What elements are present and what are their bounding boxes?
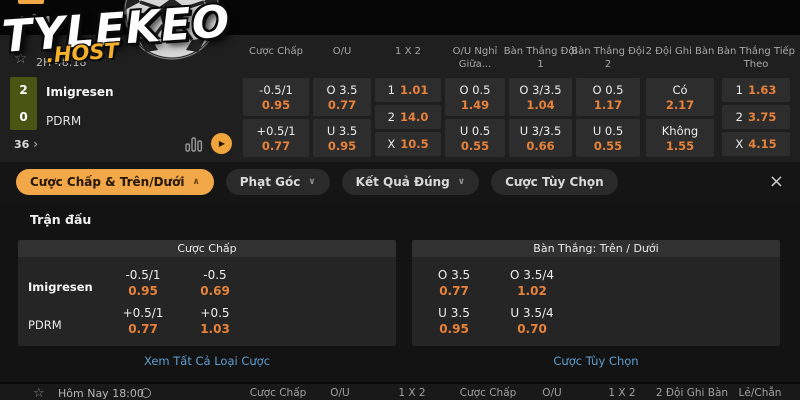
odds-cell[interactable]: 1 1.63	[722, 78, 790, 102]
odds-cell[interactable]: 1 1.01	[375, 78, 441, 102]
odds-cell[interactable]: 2 14.0	[375, 105, 441, 129]
column-header: 2 Đội Ghi Bàn	[655, 387, 729, 399]
market-header: Bàn Thắng Đội 2	[571, 46, 645, 70]
away-score: 0	[19, 109, 28, 124]
odds-cell[interactable]: O 0.5 1.17	[576, 78, 640, 116]
market-header: Bàn Thắng Tiếp Theo	[716, 46, 796, 70]
market-column-team1-goals: Bàn Thắng Đội 1 O 3/3.5 1.04 U 3/3.5 0.66	[504, 35, 577, 162]
odds-cell[interactable]: U 0.5 0.55	[576, 119, 640, 157]
odds-cell[interactable]: Không 1.55	[646, 119, 714, 157]
panel-team-home: Imigresen	[28, 280, 93, 294]
odds-cell[interactable]: +0.5/1 0.77	[243, 119, 309, 157]
market-column-team2-goals: Bàn Thắng Đội 2 O 0.5 1.17 U 0.5 0.55	[571, 35, 645, 162]
odds-cell[interactable]: +0.5/1 0.77	[122, 306, 164, 336]
tab-correct-score[interactable]: Kết Quả Đúng ∨	[341, 169, 480, 195]
active-nav-indicator	[18, 0, 44, 4]
market-header: 1 X 2	[395, 46, 421, 57]
chevron-down-icon: ∨	[308, 177, 316, 187]
odds-cell[interactable]: -0.5/1 0.95	[243, 78, 309, 116]
more-markets-button[interactable]: 36 ›	[14, 137, 39, 151]
close-icon[interactable]: ×	[768, 171, 784, 192]
custom-bets-link[interactable]: Cược Tùy Chọn	[553, 354, 639, 368]
market-column-1x2: 1 X 2 1 1.01 2 14.0 X 10.5	[375, 35, 441, 162]
odds-cell[interactable]: U 3.5 0.95	[438, 306, 470, 336]
play-stream-button[interactable]: ▶	[211, 133, 232, 154]
home-team-name[interactable]: Imigresen	[46, 85, 114, 99]
goals-ou-panel: Bàn Thắng: Trên / Dưới O 3.5 0.77 O 3.5/4…	[412, 240, 780, 346]
odds-cell[interactable]: X 4.15	[722, 132, 790, 156]
market-column-next-goal: Bàn Thắng Tiếp Theo 1 1.63 2 3.75 X 4.15	[717, 35, 795, 162]
column-header: Lẻ/Chẵn	[738, 387, 782, 399]
market-header: O/U Nghỉ Giữa...	[452, 46, 498, 70]
view-all-bets-link[interactable]: Xem Tất Cả Loại Cược	[143, 354, 271, 368]
away-team-name[interactable]: PDRM	[46, 114, 82, 128]
match-clock: 2H 48:18	[36, 56, 87, 69]
odds-cell[interactable]: O 3.5 0.77	[313, 78, 371, 116]
panel-team-away: PDRM	[28, 318, 62, 332]
odds-cell[interactable]: U 0.5 0.55	[445, 119, 505, 157]
odds-cell[interactable]: 2 3.75	[722, 105, 790, 129]
next-match-time: Hôm Nay 18:00	[58, 387, 144, 400]
chevron-down-icon: ∨	[457, 177, 466, 187]
score-box: 2 0	[10, 77, 37, 130]
odds-cell[interactable]: X 10.5	[375, 132, 441, 156]
stream-globe-icon	[141, 388, 151, 398]
tab-custom-bets[interactable]: Cược Tùy Chọn	[491, 169, 618, 195]
tab-corners[interactable]: Phạt Góc ∨	[225, 169, 330, 195]
play-icon: ▶	[218, 138, 226, 148]
tab-handicap-ou[interactable]: Cược Chấp & Trên/Dưới ∧	[16, 169, 214, 195]
chevron-right-icon: ›	[33, 137, 39, 151]
market-header: Cược Chấp	[249, 46, 303, 57]
market-header: O/U	[332, 46, 352, 57]
column-header: O/U	[542, 387, 562, 399]
odds-cell[interactable]: +0.5 1.03	[200, 306, 230, 336]
handicap-panel: Cược Chấp Imigresen -0.5/1 0.95 -0.5 0.69 …	[18, 240, 396, 346]
stats-chart-icon[interactable]	[185, 136, 203, 156]
market-header: Bàn Thắng Đội 1	[503, 46, 578, 70]
market-column-btts: 2 Đội Ghi Bàn Có 2.17 Không 1.55	[646, 35, 714, 162]
next-match-row: ☆ Hôm Nay 18:00 Cược Chấp O/U 1 X 2 Cược…	[0, 384, 800, 400]
panel-title: Cược Chấp	[18, 240, 396, 257]
odds-cell[interactable]: O 0.5 1.49	[445, 78, 505, 116]
nav-tab-hom-nay[interactable]: HÔM N	[20, 14, 66, 27]
odds-cell[interactable]: U 3.5 0.95	[313, 119, 371, 157]
column-header: 1 X 2	[608, 387, 636, 399]
odds-cell[interactable]: O 3.5 0.77	[437, 268, 471, 298]
home-score: 2	[19, 83, 28, 98]
column-header: 1 X 2	[398, 387, 426, 399]
market-header: 2 Đội Ghi Bàn	[645, 46, 715, 57]
favorite-star-icon[interactable]: ☆	[33, 386, 45, 400]
column-header: Cược Chấp	[249, 387, 307, 399]
market-column-ou-ht: O/U Nghỉ Giữa... O 0.5 1.49 U 0.5 0.55	[445, 35, 505, 162]
favorite-star-icon[interactable]: ☆	[14, 49, 28, 67]
odds-cell[interactable]: O 3.5/4 1.02	[509, 268, 555, 298]
market-column-handicap: Cược Chấp -0.5/1 0.95 +0.5/1 0.77	[243, 35, 309, 162]
odds-cell[interactable]: -0.5/1 0.95	[125, 268, 161, 298]
odds-cell[interactable]: U 3/3.5 0.66	[509, 119, 572, 157]
column-header: Cược Chấp	[459, 387, 517, 399]
odds-cell[interactable]: -0.5 0.69	[200, 268, 230, 298]
odds-cell[interactable]: Có 2.17	[646, 78, 714, 116]
top-nav-bar: HÔM N	[0, 0, 800, 35]
section-title: Trận đấu	[30, 212, 92, 227]
match-detail-section: Trận đấu Cược Chấp Imigresen -0.5/1 0.95 …	[0, 202, 800, 382]
live-match-panel: ☆ 2H 48:18 2 0 Imigresen PDRM 36 › ▶ Cượ…	[0, 35, 800, 162]
panel-title: Bàn Thắng: Trên / Dưới	[412, 240, 780, 257]
chevron-up-icon: ∧	[192, 177, 200, 187]
market-column-ou: O/U O 3.5 0.77 U 3.5 0.95	[313, 35, 371, 162]
odds-cell[interactable]: O 3/3.5 1.04	[509, 78, 572, 116]
odds-cell[interactable]: U 3.5/4 0.70	[510, 306, 554, 336]
column-header: O/U	[330, 387, 350, 399]
market-tabs-row: Cược Chấp & Trên/Dưới ∧ Phạt Góc ∨ Kết Quả…	[0, 162, 800, 202]
